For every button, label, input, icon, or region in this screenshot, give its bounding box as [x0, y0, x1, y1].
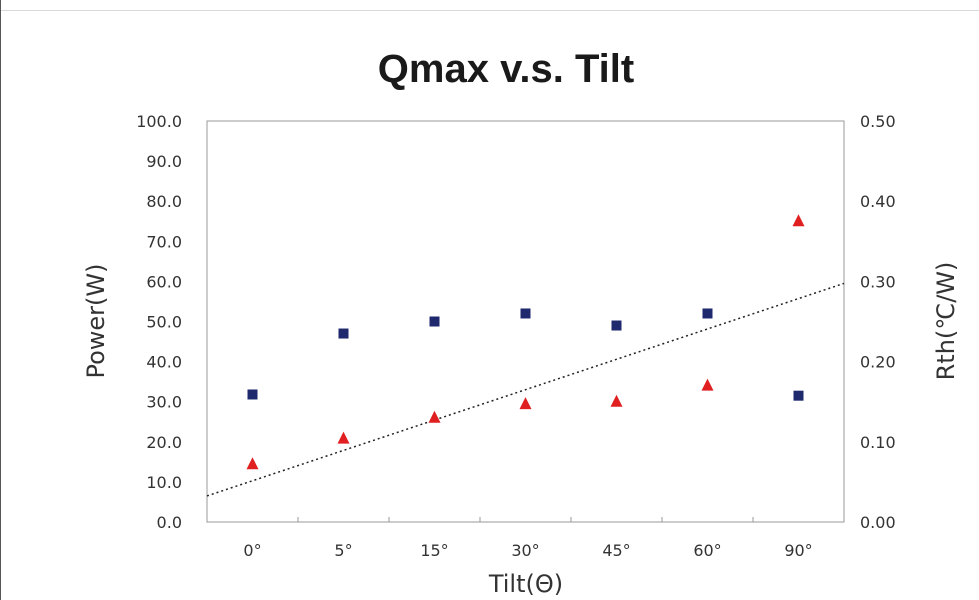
x-tick-label: 5° — [334, 541, 352, 560]
x-tick-label: 15° — [420, 541, 448, 560]
square-marker — [702, 308, 713, 319]
y-axis-label-right: Rth(℃/W) — [932, 262, 960, 381]
triangle-marker — [701, 378, 714, 391]
y-tick-label-right: 0.40 — [860, 192, 896, 211]
square-marker — [520, 308, 531, 319]
y-tick-label-left: 50.0 — [146, 313, 182, 332]
y-tick-label-right: 0.20 — [860, 353, 896, 372]
x-axis-label: Tilt(Θ) — [488, 570, 563, 598]
left-border — [0, 0, 1, 600]
x-tick-label: 90° — [784, 541, 812, 560]
x-tick-label: 30° — [511, 541, 539, 560]
y-tick-label-right: 0.30 — [860, 272, 896, 291]
y-tick-label-left: 40.0 — [146, 353, 182, 372]
y-tick-label-left: 0.0 — [157, 513, 182, 532]
x-tick-label: 0° — [243, 541, 261, 560]
x-tick-label: 45° — [602, 541, 630, 560]
triangle-marker — [610, 394, 623, 407]
y-tick-label-left: 100.0 — [136, 112, 182, 131]
y-tick-label-left: 20.0 — [146, 433, 182, 452]
triangle-marker — [792, 214, 805, 227]
plot-area — [206, 120, 845, 523]
data-points — [246, 214, 805, 470]
y-tick-label-left: 60.0 — [146, 272, 182, 291]
chart-title: Qmax v.s. Tilt — [378, 47, 634, 91]
y-tick-label-left: 80.0 — [146, 192, 182, 211]
x-tick-marks — [297, 517, 754, 522]
y-tick-label-left: 90.0 — [146, 152, 182, 171]
tick-labels: 0.0 10.0 20.0 30.0 40.0 50.0 60.0 70.0 80.0 90.0 1… — [136, 112, 895, 560]
triangle-marker — [337, 431, 350, 444]
triangle-marker — [246, 457, 259, 470]
x-tick-label: 60° — [693, 541, 721, 560]
square-marker — [429, 316, 440, 327]
square-marker — [338, 328, 349, 339]
y-tick-label-left: 30.0 — [146, 393, 182, 412]
y-tick-label-left: 70.0 — [146, 232, 182, 251]
triangle-marker — [519, 397, 532, 410]
trendline — [206, 282, 845, 497]
y-tick-label-right: 0.00 — [860, 513, 896, 532]
square-marker — [793, 390, 804, 401]
square-marker — [611, 320, 622, 331]
y-tick-label-left: 10.0 — [146, 473, 182, 492]
triangle-marker — [428, 410, 441, 423]
top-border — [0, 10, 979, 11]
y-axis-label-left: Power(W) — [82, 263, 110, 378]
trendline-layer — [206, 282, 845, 497]
plot-frame — [206, 120, 845, 523]
y-tick-label-right: 0.10 — [860, 433, 896, 452]
square-marker — [247, 389, 258, 400]
y-tick-label-right: 0.50 — [860, 112, 896, 131]
